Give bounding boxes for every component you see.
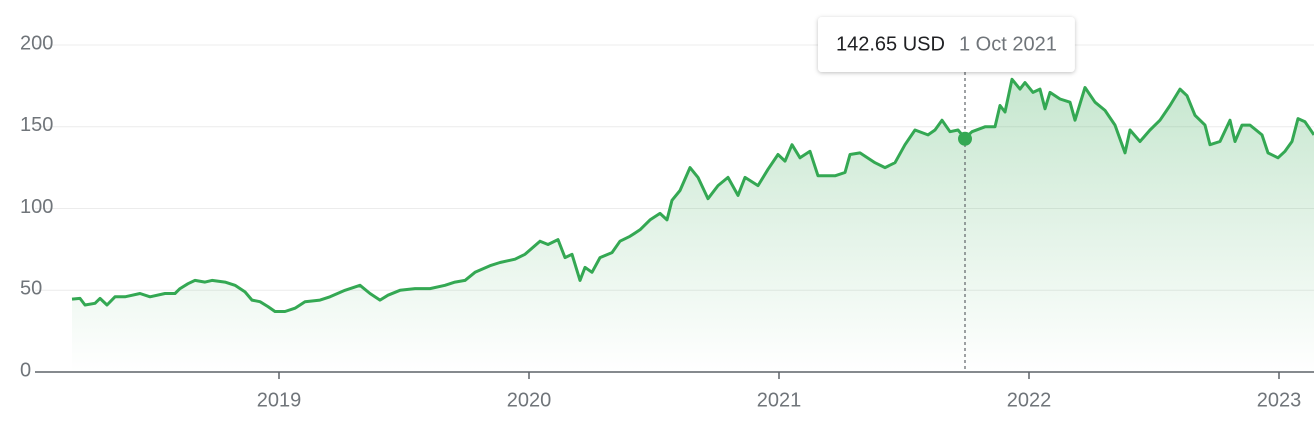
x-tick-label: 2023: [1257, 389, 1302, 411]
x-tick-label: 2020: [507, 389, 552, 411]
area-fill: [72, 79, 1314, 373]
tooltip-date: 1 Oct 2021: [959, 33, 1057, 55]
y-tick-label: 200: [20, 32, 53, 54]
price-line: [71, 77, 1314, 313]
tooltip-box: [818, 17, 1075, 72]
tooltip: 142.65 USD 1 Oct 2021: [818, 17, 1075, 72]
y-tick-label: 50: [20, 278, 42, 300]
x-tick-label: 2022: [1007, 389, 1052, 411]
y-tick-label: 150: [20, 114, 53, 136]
x-tick-label: 2021: [757, 389, 802, 411]
x-tick-label: 2019: [257, 389, 302, 411]
y-tick-label: 100: [20, 196, 53, 218]
hover-dot: [958, 131, 972, 146]
y-tick-label: 0: [20, 359, 31, 381]
tooltip-value: 142.65 USD: [836, 33, 945, 55]
